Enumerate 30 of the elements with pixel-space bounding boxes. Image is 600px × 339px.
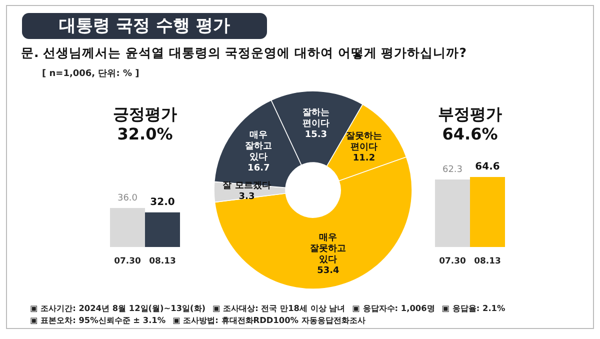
text: ▣ 조사대상: 전국 만18세 이상 남녀: [212, 303, 346, 313]
chart-title: 긍정평가: [113, 104, 177, 124]
x-tick-label: 07.30: [439, 256, 466, 266]
text: ▣ 응답율: 2.1%: [442, 303, 506, 313]
slice-label: 잘못하는 편이다: [346, 132, 382, 153]
chart-title: 부정평가: [438, 104, 502, 124]
chart-subtitle: 64.6%: [442, 124, 498, 144]
text: ▣ 응답자수: 1,006명: [352, 303, 435, 313]
chart-title: 대통령 국정 수행 평가: [22, 13, 267, 39]
data-label: 53.4: [317, 266, 340, 276]
x-tick-label: 08.13: [474, 256, 502, 266]
text: ▣ 표본오차: 95%신뢰수준 ± 3.1%: [30, 315, 166, 325]
chart-subtitle: 32.0%: [117, 124, 173, 144]
text: ▣ 조사기간: 2024년 8월 12일(월)~13일(화): [30, 303, 206, 313]
data-label: 11.2: [352, 154, 376, 164]
chart-subtitle: 문. 선생님께서는 윤석열 대통령의 국정운영에 대하여 어떻게 평가하십니까?: [21, 45, 466, 62]
slice-label: 잘 모르겠다: [222, 180, 271, 191]
slice-label: 매우 잘하고 있다: [245, 130, 272, 163]
data-label: 32.0: [150, 196, 175, 208]
data-label: 36.0: [117, 193, 138, 204]
data-label: 62.3: [442, 164, 463, 175]
text: [ n=1,006, 단위: % ]: [42, 68, 140, 80]
slice-label: 매우 잘못하고 있다: [310, 232, 346, 265]
data-label: 16.7: [248, 164, 270, 174]
data-label: 15.3: [304, 130, 328, 140]
data-label: 64.6: [475, 162, 500, 172]
slice-label: 잘하는 편이다: [302, 108, 330, 129]
text: ▣ 조사방법: 휴대전화RDD100% 자동응답전화조사: [172, 315, 366, 325]
x-tick-label: 08.13: [149, 256, 176, 266]
x-tick-label: 07.30: [114, 256, 142, 266]
